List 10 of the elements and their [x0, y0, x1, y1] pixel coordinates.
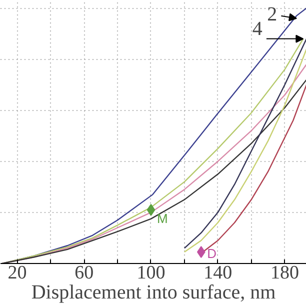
x-tick-label: 100 [136, 262, 166, 284]
x-axis-title: Displacement into surface, nm [31, 282, 276, 304]
x-tick-label: 140 [204, 262, 232, 284]
annotation: D [207, 246, 217, 262]
annotation: 2 [267, 3, 278, 26]
annotation: M [156, 210, 168, 226]
x-tick-label: 60 [74, 262, 94, 284]
annotation: 4 [252, 18, 262, 40]
x-tick-label: 20 [8, 262, 27, 284]
x-tick-label: 180 [270, 262, 300, 284]
